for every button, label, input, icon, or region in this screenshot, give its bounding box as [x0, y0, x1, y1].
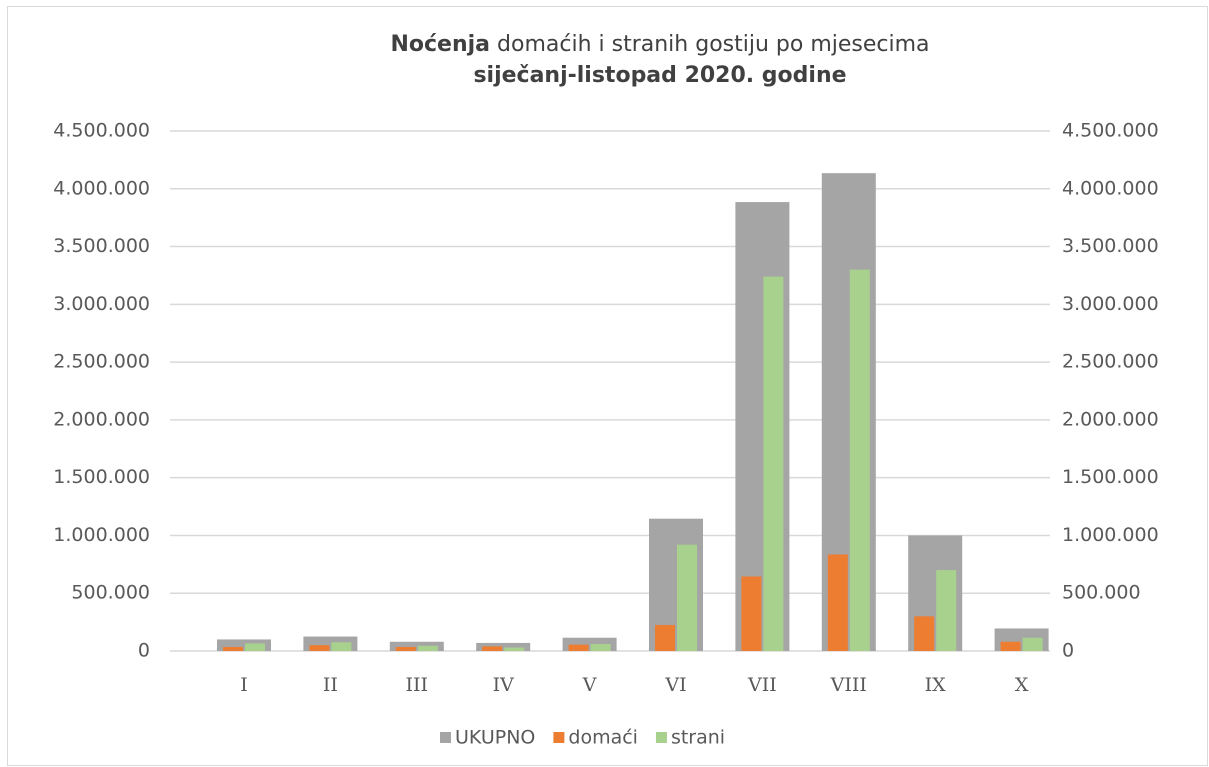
bar — [476, 642, 531, 651]
title-rest: domaćih i stranih gostiju po mjesecima — [497, 32, 929, 57]
bar — [763, 276, 784, 651]
legend-swatch — [553, 732, 565, 743]
bar — [914, 616, 935, 651]
bar — [482, 646, 503, 651]
x-tick-label: II — [323, 674, 338, 696]
bar — [417, 645, 438, 651]
y-tick-label: 0 — [138, 640, 150, 662]
y2-tick-label: 500.000 — [1062, 582, 1141, 604]
bar — [568, 644, 589, 651]
bar — [223, 646, 243, 651]
bar — [1000, 641, 1021, 651]
y2-tick-label: 4.500.000 — [1062, 120, 1159, 142]
bar — [936, 570, 957, 651]
legend-label: domaći — [568, 727, 638, 749]
y2-tick-label: 2.000.000 — [1062, 408, 1159, 430]
x-tick-label: VII — [747, 674, 777, 696]
y-tick-label: 2.000.000 — [53, 408, 150, 430]
bar — [827, 554, 848, 651]
y2-tick-label: 3.500.000 — [1062, 235, 1159, 257]
x-tick-label: V — [582, 674, 597, 696]
bar — [331, 642, 352, 651]
bar — [590, 644, 611, 651]
y2-tick-label: 1.500.000 — [1062, 466, 1159, 488]
y-tick-label: 2.500.000 — [53, 351, 150, 373]
chart-title: Noćenja domaćih i stranih gostiju po mje… — [390, 32, 929, 57]
y-tick-label: 1.000.000 — [53, 524, 150, 546]
y2-tick-label: 1.000.000 — [1062, 524, 1159, 546]
y-tick-label: 4.000.000 — [53, 177, 150, 199]
x-tick-label: IV — [493, 674, 515, 696]
y-tick-label: 4.500.000 — [53, 120, 150, 142]
y-tick-label: 3.000.000 — [53, 293, 150, 315]
bar — [655, 625, 675, 651]
y-tick-label: 1.500.000 — [53, 466, 150, 488]
x-tick-label: VIII — [830, 674, 867, 696]
legend-swatch — [655, 732, 667, 743]
bar — [395, 646, 416, 651]
legend-label: UKUPNO — [455, 727, 535, 749]
bar — [677, 544, 697, 651]
bar — [849, 269, 870, 651]
y-tick-label: 3.500.000 — [53, 235, 150, 257]
y2-tick-label: 4.000.000 — [1062, 177, 1159, 199]
bar — [741, 576, 762, 651]
legend-label: strani — [671, 727, 725, 749]
y2-tick-label: 0 — [1062, 640, 1074, 662]
chart-subtitle: siječanj-listopad 2020. godine — [473, 63, 846, 88]
y2-tick-label: 3.000.000 — [1062, 293, 1159, 315]
bar — [217, 639, 271, 651]
legend-swatch — [440, 732, 451, 743]
x-tick-label: I — [240, 674, 248, 696]
bar — [1022, 637, 1043, 651]
x-tick-label: VI — [664, 674, 686, 696]
x-tick-label: IX — [925, 674, 947, 696]
x-tick-label: X — [1015, 674, 1029, 696]
bar — [389, 641, 444, 651]
y-tick-label: 500.000 — [71, 582, 150, 604]
bar — [504, 647, 525, 651]
bar — [245, 643, 265, 651]
title-bold: Noćenja — [390, 32, 490, 57]
bar — [309, 645, 330, 651]
x-tick-label: III — [406, 674, 429, 696]
y2-tick-label: 2.500.000 — [1062, 351, 1159, 373]
